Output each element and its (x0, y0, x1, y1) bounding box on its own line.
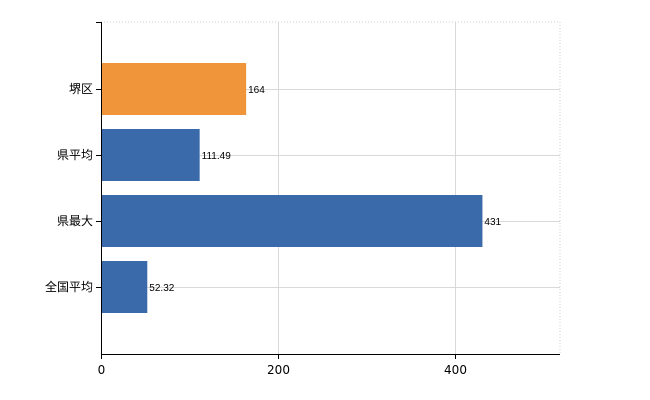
x-tick-label: 0 (98, 363, 106, 377)
axes (96, 22, 560, 359)
x-tick-label: 200 (267, 363, 290, 377)
data-label: 52.32 (149, 283, 174, 294)
data-label: 111.49 (202, 151, 232, 162)
bar (102, 63, 247, 115)
data-label: 431 (484, 217, 501, 228)
bar (102, 261, 148, 313)
data-label: 164 (248, 85, 265, 96)
y-tick-label: 全国平均 (45, 279, 93, 294)
y-tick-label: 堺区 (69, 82, 93, 96)
bars (102, 63, 483, 313)
x-tick-label: 400 (444, 363, 467, 377)
bar (102, 129, 200, 181)
y-tick-label: 県平均 (57, 148, 93, 162)
bar (102, 195, 483, 247)
y-tick-label: 県最大 (57, 214, 93, 228)
